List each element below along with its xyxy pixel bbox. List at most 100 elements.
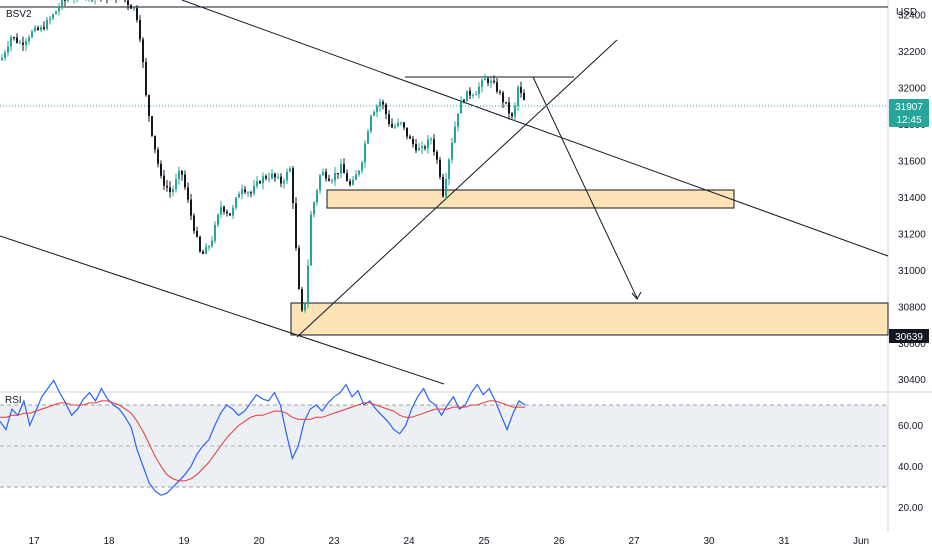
candle-down	[22, 43, 24, 45]
lower-demand-zone[interactable]	[291, 303, 888, 335]
candle-up	[61, 0, 63, 7]
candle-up	[232, 208, 234, 216]
candle-up	[286, 172, 288, 181]
candle-up	[400, 122, 402, 123]
time-tick-label: 27	[628, 536, 640, 547]
candle-down	[259, 181, 261, 183]
candle-up	[310, 214, 312, 265]
candle-up	[241, 189, 243, 193]
candle-down	[136, 8, 138, 20]
candle-up	[514, 106, 516, 117]
candle-up	[367, 131, 369, 143]
candle-down	[265, 176, 267, 178]
candle-up	[49, 19, 51, 20]
candle-up	[220, 207, 222, 215]
candle-up	[322, 172, 324, 176]
candle-down	[382, 102, 384, 105]
candle-up	[397, 123, 399, 126]
candle-up	[364, 143, 366, 162]
candle-up	[7, 47, 9, 53]
candle-up	[55, 11, 57, 14]
candle-down	[439, 160, 441, 177]
candle-down	[187, 187, 189, 199]
price-tick-label: 31000	[898, 266, 926, 277]
candle-up	[31, 31, 33, 37]
price-tick-label: 32200	[898, 47, 926, 58]
candle-up	[466, 91, 468, 102]
candle-up	[319, 175, 321, 190]
candle-up	[289, 168, 291, 171]
upper-demand-zone[interactable]	[327, 190, 734, 208]
candle-up	[268, 178, 270, 179]
candle-down	[202, 252, 204, 254]
candle-down	[436, 152, 438, 160]
rsi-tick-label: 40.00	[898, 462, 923, 473]
candle-down	[151, 116, 153, 136]
candle-down	[166, 186, 168, 188]
candle-up	[256, 181, 258, 186]
candle-up	[484, 78, 486, 80]
candle-up	[34, 28, 36, 31]
candle-down	[415, 144, 417, 150]
candle-down	[412, 139, 414, 144]
candle-up	[376, 106, 378, 112]
candle-down	[523, 93, 525, 100]
rsi-label: RSI	[5, 395, 22, 406]
candle-down	[145, 62, 147, 95]
candle-down	[487, 78, 489, 82]
candle-down	[403, 122, 405, 127]
candle-up	[28, 37, 30, 41]
candle-up	[262, 176, 264, 183]
candle-down	[343, 164, 345, 173]
candle-down	[157, 149, 159, 163]
rsi-tick-label: 20.00	[898, 503, 923, 514]
candle-down	[502, 93, 504, 102]
candle-up	[472, 95, 474, 96]
candle-down	[16, 38, 18, 43]
candle-up	[133, 8, 135, 9]
candle-up	[481, 80, 483, 87]
candle-down	[139, 20, 141, 39]
candle-down	[163, 176, 165, 186]
candle-down	[181, 171, 183, 175]
candle-up	[214, 225, 216, 241]
candle-down	[511, 113, 513, 116]
candle-up	[448, 160, 450, 180]
candle-down	[298, 248, 300, 289]
candle-down	[193, 216, 195, 231]
candle-up	[331, 181, 333, 182]
candle-up	[475, 94, 477, 95]
price-tick-label: 30800	[898, 302, 926, 313]
rsi-tick-label: 60.00	[898, 421, 923, 432]
candle-up	[46, 20, 48, 29]
candle-down	[388, 114, 390, 124]
candle-up	[340, 164, 342, 173]
candle-up	[277, 177, 279, 178]
candle-down	[127, 0, 129, 5]
candle-down	[463, 100, 465, 102]
candle-up	[370, 116, 372, 132]
candle-down	[295, 203, 297, 248]
candle-down	[229, 213, 231, 215]
candle-down	[169, 187, 171, 192]
candle-up	[1, 58, 3, 60]
candle-down	[226, 212, 228, 214]
candle-up	[19, 43, 21, 44]
candle-down	[190, 200, 192, 216]
candle-up	[361, 162, 363, 170]
candle-down	[496, 82, 498, 91]
candle-down	[223, 207, 225, 212]
time-tick-label: 23	[328, 536, 340, 547]
candle-up	[178, 171, 180, 180]
candle-up	[247, 192, 249, 193]
candle-up	[316, 190, 318, 202]
currency-label: USD	[896, 7, 917, 18]
candle-down	[37, 28, 39, 30]
price-badge-value: 31907	[895, 102, 923, 113]
candle-up	[334, 173, 336, 181]
price-tick-label: 31200	[898, 229, 926, 240]
candle-up	[394, 126, 396, 127]
time-tick-label: 18	[103, 536, 115, 547]
